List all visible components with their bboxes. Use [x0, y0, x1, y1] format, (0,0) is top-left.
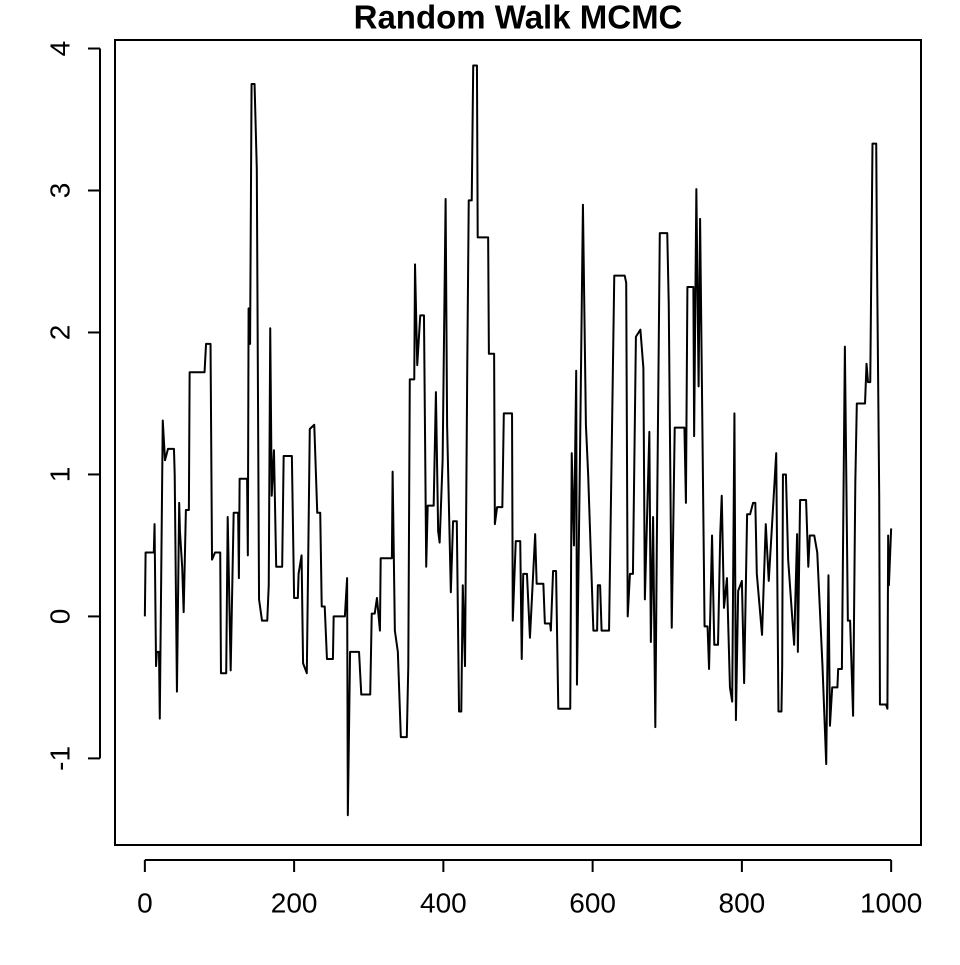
- trace-line: [143, 64, 893, 817]
- plot-box: [114, 39, 922, 846]
- x-tick-label: 200: [271, 887, 318, 918]
- y-tick-label: 0: [44, 609, 75, 625]
- y-tick-label: -1: [44, 746, 75, 771]
- y-tick-label: 3: [44, 183, 75, 199]
- y-tick-label: 1: [44, 467, 75, 483]
- x-tick-label: 600: [569, 887, 616, 918]
- y-tick-label: 4: [44, 41, 75, 57]
- chart-title: Random Walk MCMC: [354, 0, 683, 36]
- x-tick-label: 400: [420, 887, 467, 918]
- x-tick-label: 1000: [860, 887, 922, 918]
- x-tick-label: 0: [137, 887, 153, 918]
- y-tick-label: 2: [44, 325, 75, 341]
- x-tick-label: 800: [719, 887, 766, 918]
